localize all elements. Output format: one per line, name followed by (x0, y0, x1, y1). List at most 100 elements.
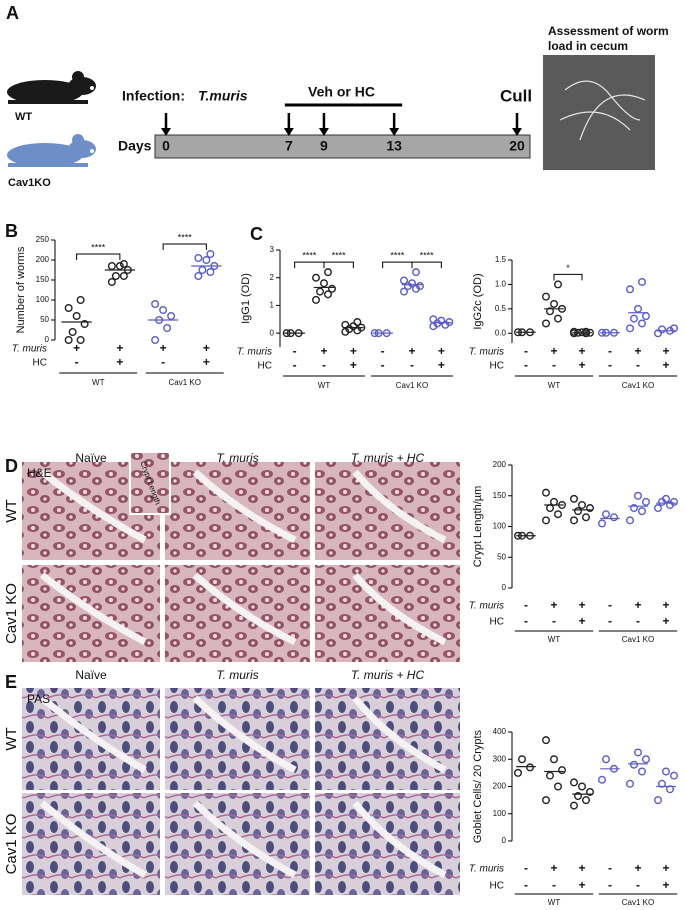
sign: + (578, 614, 585, 628)
data-point (602, 510, 611, 519)
row-label: HC (490, 617, 504, 628)
days-label: Days (118, 138, 152, 154)
stain-label: PAS (27, 692, 50, 706)
data-point (582, 327, 591, 336)
y-tick-label: 150 (36, 275, 50, 284)
data-point (586, 787, 595, 796)
sign: + (438, 344, 445, 358)
sign: - (524, 358, 528, 372)
sign: - (293, 358, 297, 372)
sign: + (634, 344, 641, 358)
data-point (206, 268, 215, 277)
significance-label: **** (178, 232, 193, 242)
data-point (353, 318, 362, 327)
significance-bracket (76, 253, 121, 260)
day-arrowhead (512, 128, 522, 136)
y-tick-label: 0.5 (495, 304, 507, 313)
data-point (324, 268, 333, 277)
sign: - (636, 358, 640, 372)
data-point (630, 314, 639, 323)
sign: - (552, 358, 556, 372)
data-point (626, 516, 635, 525)
row-label: WT (3, 727, 20, 750)
sign: - (608, 358, 612, 372)
data-point (550, 755, 559, 764)
group-label: Cav1 KO (622, 898, 654, 907)
data-point (570, 516, 579, 525)
data-point (570, 801, 579, 810)
sign: + (662, 598, 669, 612)
y-tick-label: 0.0 (495, 328, 507, 337)
data-point (574, 507, 583, 516)
sign: - (608, 861, 612, 875)
data-point (638, 277, 647, 286)
data-point (546, 771, 555, 780)
sign: + (662, 358, 669, 372)
micrograph-lumen (39, 800, 147, 879)
micrograph-lumen (192, 469, 297, 544)
cull-label: Cull (500, 86, 532, 105)
data-point (526, 763, 535, 772)
data-point (626, 779, 635, 788)
micrograph (165, 462, 310, 560)
data-point (412, 268, 421, 277)
y-axis-label: Goblet Cells/ 20 Crypts (472, 729, 484, 843)
row-label: T. muris (469, 347, 504, 358)
data-point (570, 494, 579, 503)
row-label: T. muris (12, 344, 47, 355)
sign: + (634, 861, 641, 875)
data-point (570, 778, 579, 787)
y-axis-label: Crypt Length/µm (472, 486, 484, 568)
y-tick-label: 0 (45, 335, 50, 344)
pathogen-label: T.muris (198, 88, 248, 104)
data-point (558, 766, 567, 775)
micrograph (315, 793, 460, 895)
sign: + (438, 358, 445, 372)
column-label: Naïve (75, 668, 107, 682)
y-tick-label: 1 (270, 301, 275, 310)
data-point (206, 249, 215, 258)
data-point (68, 328, 77, 337)
y-axis-label: Number of worms (15, 246, 27, 333)
sign: - (293, 344, 297, 358)
data-point (638, 319, 647, 328)
data-point (194, 253, 203, 262)
data-point (670, 771, 679, 780)
data-point (349, 322, 358, 331)
micrograph-lumen (192, 695, 297, 774)
data-point (542, 292, 551, 301)
data-point (107, 262, 116, 271)
data-point (542, 736, 551, 745)
data-point (642, 755, 651, 764)
day-label: 0 (162, 138, 170, 154)
data-point (586, 504, 595, 513)
sign: - (524, 344, 528, 358)
significance-bracket (382, 261, 413, 269)
data-point (638, 767, 647, 776)
sign: - (608, 614, 612, 628)
y-tick-label: 200 (493, 460, 507, 469)
row-label: T. muris (469, 601, 504, 612)
data-point (626, 324, 635, 333)
significance-bracket (162, 243, 207, 250)
micrograph-lumen (192, 572, 297, 646)
significance-bracket (553, 273, 583, 281)
sign: - (524, 614, 528, 628)
sign: - (161, 355, 165, 369)
group-label: WT (548, 898, 561, 907)
data-point (610, 513, 619, 522)
y-axis-label: IgG1 (OD) (240, 273, 252, 324)
inset-micrograph (129, 451, 171, 515)
data-point (550, 299, 559, 308)
data-point (107, 278, 116, 287)
data-point (630, 760, 639, 769)
significance-label: **** (91, 242, 106, 252)
y-tick-label: 150 (493, 491, 507, 500)
sign: + (550, 344, 557, 358)
row-label: Cav1 KO (3, 814, 20, 875)
sign: - (608, 344, 612, 358)
row-label: HC (490, 881, 504, 892)
y-tick-label: 1.0 (495, 280, 507, 289)
